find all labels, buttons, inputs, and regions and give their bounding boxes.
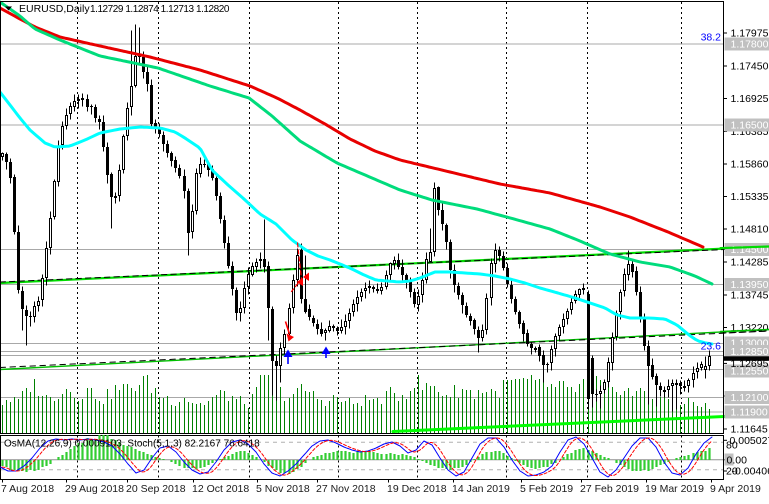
svg-text:1.12850: 1.12850 [731, 346, 769, 358]
svg-text:14 Jan 2019: 14 Jan 2019 [452, 483, 510, 495]
svg-text:80: 80 [726, 440, 738, 452]
svg-text:0.00: 0.00 [727, 454, 748, 466]
svg-text:23.6: 23.6 [701, 341, 722, 353]
svg-text:1.13950: 1.13950 [731, 279, 769, 291]
svg-text:1.16500: 1.16500 [731, 120, 769, 132]
svg-text:7 Aug 2018: 7 Aug 2018 [1, 483, 54, 495]
svg-text:1.15860: 1.15860 [731, 159, 769, 171]
svg-text:29 Aug 2018: 29 Aug 2018 [65, 483, 124, 495]
svg-text:1.16925: 1.16925 [731, 93, 769, 105]
svg-text:1.17450: 1.17450 [731, 61, 769, 73]
svg-text:9 Apr 2019: 9 Apr 2019 [710, 483, 761, 495]
svg-text:1.15335: 1.15335 [731, 191, 769, 203]
svg-text:20 Sep 2018: 20 Sep 2018 [126, 483, 186, 495]
svg-text:1.13745: 1.13745 [731, 290, 769, 302]
svg-text:EURUSD,Daily: EURUSD,Daily [19, 3, 90, 15]
svg-text:1.12729 1.12874 1.12713 1.1282: 1.12729 1.12874 1.12713 1.12820 [90, 4, 230, 15]
svg-text:1.11645: 1.11645 [731, 424, 768, 436]
svg-text:1.17800: 1.17800 [731, 39, 769, 51]
svg-text:19 Dec 2018: 19 Dec 2018 [387, 483, 447, 495]
svg-text:38.2: 38.2 [701, 32, 722, 44]
svg-text:27 Nov 2018: 27 Nov 2018 [316, 483, 376, 495]
svg-text:19 Mar 2019: 19 Mar 2019 [645, 483, 704, 495]
svg-text:OsMA(12,26,9) 0.0009103 Stoch: OsMA(12,26,9) 0.0009103 Stoch(5,1,3) 82.… [4, 439, 260, 450]
svg-text:1.14285: 1.14285 [731, 257, 769, 269]
svg-text:12 Oct 2018: 12 Oct 2018 [192, 483, 249, 495]
svg-text:-0.004065: -0.004065 [732, 466, 769, 478]
svg-text:1.11900: 1.11900 [731, 407, 768, 419]
svg-text:5 Nov 2018: 5 Nov 2018 [256, 483, 310, 495]
svg-text:27 Feb 2019: 27 Feb 2019 [580, 483, 639, 495]
svg-text:5 Feb 2019: 5 Feb 2019 [520, 483, 573, 495]
svg-text:1.12100: 1.12100 [731, 392, 769, 404]
svg-text:1.14810: 1.14810 [731, 224, 769, 236]
